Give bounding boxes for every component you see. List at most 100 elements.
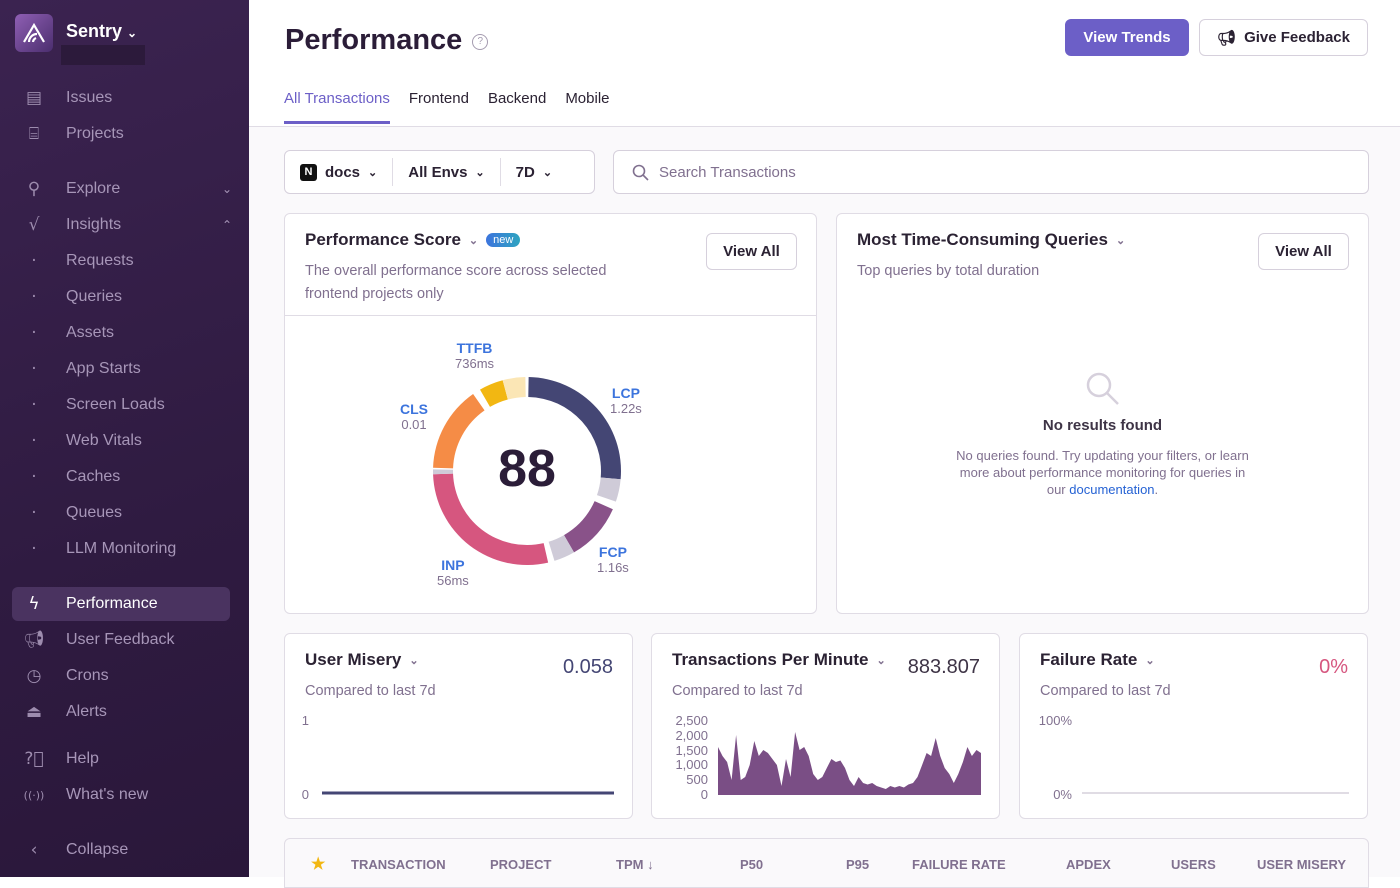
sidebar-item-insights[interactable]: √ Insights ⌃ <box>12 208 232 242</box>
tab-backend[interactable]: Backend <box>487 90 547 107</box>
axis-tick-label: 100% <box>1038 713 1072 728</box>
col-p50[interactable]: P50 <box>740 857 764 872</box>
vital-name: INP <box>441 557 465 573</box>
sidebar-item-alerts[interactable]: ⏏ Alerts <box>12 695 230 729</box>
sidebar-item-user-feedback[interactable]: 📢︎ User Feedback <box>12 623 230 657</box>
vital-name: FCP <box>598 544 627 560</box>
axis-tick-label: 1,000 <box>675 757 708 773</box>
col-user-misery[interactable]: USER MISERY <box>1257 857 1347 872</box>
search-input[interactable]: Search Transactions <box>613 150 1369 194</box>
sidebar-item-crons[interactable]: ◷ Crons <box>12 659 230 693</box>
ring-segment-lcp-remaining[interactable] <box>596 477 621 502</box>
sidebar-item-label: Queries <box>66 288 123 305</box>
search-icon: ⚲ <box>27 179 41 199</box>
sidebar-item-label: Web Vitals <box>66 432 142 449</box>
help-icon[interactable]: ? <box>472 34 489 50</box>
metric-card-failure-rate: Failure Rate ⌄ Compared to last 7d 0% 100%… <box>1019 633 1368 819</box>
sidebar-item-collapse[interactable]: ‹ Collapse <box>12 833 230 867</box>
axis-tick-label: 0 <box>700 787 708 802</box>
ring-segment-lcp[interactable] <box>528 377 621 480</box>
ring-segment-inp-remaining[interactable] <box>433 469 454 475</box>
sentry-logo[interactable] <box>15 14 53 52</box>
sidebar-item-label: Screen Loads <box>66 396 165 413</box>
org-switcher[interactable]: Sentry ⌄ <box>66 21 137 42</box>
sidebar-item-help[interactable]: ?⃝ Help <box>12 742 230 776</box>
sidebar-item-llm-monitoring[interactable]: · LLM Monitoring <box>12 532 230 566</box>
sidebar-item-queries[interactable]: · Queries <box>12 280 230 314</box>
star-icon[interactable]: ★ <box>311 856 326 873</box>
empty-message: No queries found. Try updating your filt… <box>837 447 1368 498</box>
chevron-left-icon: ‹ <box>30 840 38 860</box>
subtitle-line: frontend projects only <box>305 286 444 302</box>
view-all-button[interactable]: View All <box>1258 233 1349 270</box>
vital-ttfb[interactable]: TTFB 736ms <box>455 340 494 371</box>
tab-all-transactions[interactable]: All Transactions <box>284 90 390 124</box>
ring-segment-fcp[interactable] <box>564 501 613 553</box>
sidebar-item-projects[interactable]: ⌸ Projects <box>12 117 230 151</box>
vital-lcp[interactable]: LCP 1.22s <box>610 385 642 416</box>
vital-name: TTFB <box>456 340 493 356</box>
sidebar-item-screen-loads[interactable]: · Screen Loads <box>12 388 230 422</box>
metric-value: 0.058 <box>562 656 613 678</box>
view-all-button[interactable]: View All <box>706 233 797 270</box>
ring-segment-fcp-remaining[interactable] <box>548 535 574 561</box>
date-selector[interactable]: 7D ⌄ <box>501 158 567 186</box>
ring-segment-ttfb[interactable] <box>480 380 508 407</box>
sidebar-item-what-s-new[interactable]: ((·)) What's new <box>12 778 230 812</box>
sidebar-item-performance[interactable]: ϟ Performance <box>12 587 230 621</box>
ring-segment-ttfb-remaining[interactable] <box>502 377 526 400</box>
vital-value: 1.22s <box>610 401 642 416</box>
sidebar-item-caches[interactable]: · Caches <box>12 460 230 494</box>
sidebar-item-label: Help <box>66 750 99 767</box>
vital-name: LCP <box>611 385 640 401</box>
siren-icon: ⏏ <box>25 702 43 722</box>
view-trends-button[interactable]: View Trends <box>1065 19 1189 56</box>
col-failure-rate[interactable]: FAILURE RATE <box>912 857 1006 872</box>
transactions-table-header: ★ TRANSACTION PROJECT TPM ↓ P50 P95 FAIL… <box>284 838 1369 888</box>
queries-title[interactable]: Most Time-Consuming Queries ⌄ <box>857 230 1125 250</box>
lightning-icon: ϟ <box>28 594 40 614</box>
metric-title[interactable]: Failure Rate ⌄ <box>1040 650 1155 670</box>
tab-mobile[interactable]: Mobile <box>565 90 610 107</box>
queries-subtitle: Top queries by total duration <box>857 263 1040 279</box>
chevron-down-icon: ⌄ <box>221 182 232 196</box>
perf-score-title[interactable]: Performance Score ⌄ new <box>305 230 521 250</box>
col-p95[interactable]: P95 <box>846 857 870 872</box>
empty-line: No queries found. Try updating your filt… <box>956 448 1249 463</box>
tab-frontend[interactable]: Frontend <box>408 90 469 107</box>
axis-tick-label: 2,000 <box>675 727 708 743</box>
col-transaction[interactable]: TRANSACTION <box>351 857 446 872</box>
ring-segment-inp[interactable] <box>433 473 549 565</box>
sidebar-item-label: Assets <box>66 324 115 341</box>
axis-tick-label: 500 <box>686 772 708 788</box>
metric-title[interactable]: Transactions Per Minute ⌄ <box>672 650 886 670</box>
megaphone-icon: 📢︎ <box>1217 29 1237 47</box>
col-project[interactable]: PROJECT <box>490 857 552 872</box>
col-users[interactable]: USERS <box>1171 857 1216 872</box>
sidebar-item-explore[interactable]: ⚲ Explore ⌄ <box>12 172 232 206</box>
metric-chart <box>322 791 614 795</box>
documentation-link[interactable]: documentation <box>1069 482 1155 497</box>
sidebar-item-app-starts[interactable]: · App Starts <box>12 352 230 386</box>
vital-cls[interactable]: CLS 0.01 <box>400 401 428 432</box>
col-tpm[interactable]: TPM ↓ <box>616 857 654 872</box>
vital-inp[interactable]: INP 56ms <box>437 557 469 588</box>
col-apdex[interactable]: APDEX <box>1066 857 1111 872</box>
metric-title[interactable]: User Misery ⌄ <box>305 650 419 670</box>
ring-segment-cls[interactable] <box>433 393 485 469</box>
sidebar-item-queues[interactable]: · Queues <box>12 496 230 530</box>
sidebar-item-requests[interactable]: · Requests <box>12 244 230 278</box>
sidebar-item-issues[interactable]: ▤ Issues <box>12 81 230 115</box>
empty-line: our <box>1046 482 1070 497</box>
sidebar-item-web-vitals[interactable]: · Web Vitals <box>12 424 230 458</box>
sidebar-item-label: What's new <box>66 786 149 803</box>
arrow-down-icon: ↓ <box>647 857 654 872</box>
sidebar-item-assets[interactable]: · Assets <box>12 316 230 350</box>
environment-selector[interactable]: All Envs ⌄ <box>393 158 501 186</box>
sidebar-item-label: Caches <box>66 468 121 485</box>
vital-fcp[interactable]: FCP 1.16s <box>597 544 629 575</box>
give-feedback-button[interactable]: 📢︎ Give Feedback <box>1199 19 1368 56</box>
perf-score-title-text: Performance Score <box>305 230 461 249</box>
page-title: Performance <box>285 24 463 56</box>
